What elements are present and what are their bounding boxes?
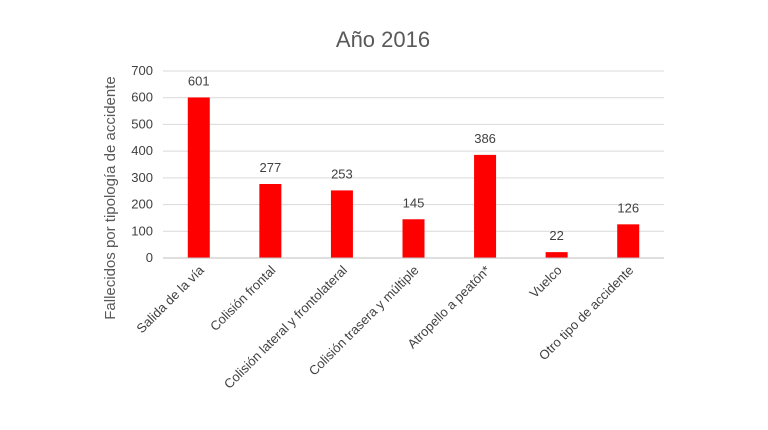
y-tick-label: 300	[131, 170, 153, 185]
bar	[187, 97, 210, 258]
data-labels: 601 277 253 145 386 22 126	[188, 73, 639, 243]
y-tick-label: 100	[131, 223, 153, 238]
data-label: 22	[549, 228, 563, 243]
y-axis-label: Fallecidos por tipología de accidente	[102, 76, 119, 320]
y-tick-label: 200	[131, 197, 153, 212]
bar	[474, 154, 497, 258]
gridlines	[163, 70, 664, 232]
y-tick-label: 700	[131, 63, 153, 78]
y-axis-ticks: 0 100 200 300 400 500 600 700	[131, 63, 153, 265]
bar	[617, 224, 640, 258]
y-tick-label: 500	[131, 116, 153, 131]
y-tick-label: 400	[131, 143, 153, 158]
category-label: Colisión frontal	[207, 262, 278, 333]
category-label: Vuelco	[526, 263, 564, 301]
data-label: 145	[403, 195, 425, 210]
category-label: Colisión lateral y frontolateral	[221, 262, 350, 391]
bars	[187, 97, 640, 258]
chart-title: Año 2016	[336, 27, 430, 52]
category-label: Salida de la vía	[133, 262, 207, 336]
y-tick-label: 600	[131, 90, 153, 105]
data-label: 126	[617, 200, 639, 215]
bar	[545, 252, 568, 258]
data-label: 386	[474, 131, 496, 146]
data-label: 601	[188, 73, 210, 88]
bar	[330, 190, 353, 258]
y-tick-label: 0	[146, 250, 153, 265]
category-labels: Salida de la vía Colisión frontalColisión…	[133, 262, 636, 392]
bar	[402, 219, 425, 258]
bar	[259, 184, 282, 258]
data-label: 277	[260, 160, 282, 175]
data-label: 253	[331, 166, 353, 181]
